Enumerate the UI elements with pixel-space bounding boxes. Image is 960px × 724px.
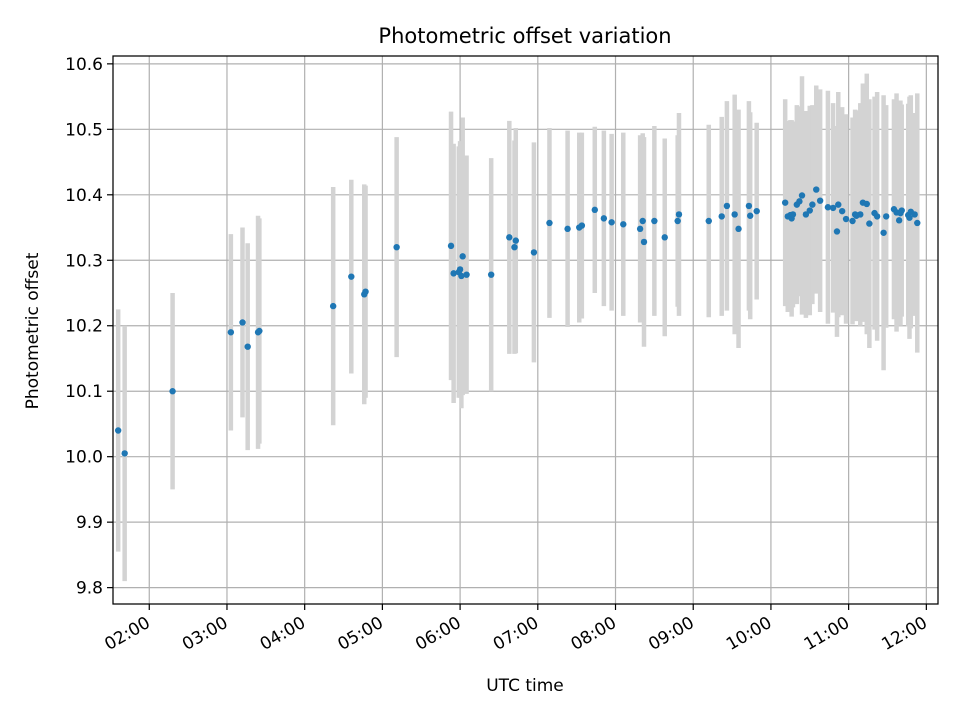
data-point [227,329,235,336]
data-point [914,219,921,227]
data-point [838,207,846,215]
data-point [880,229,887,236]
data-point [511,243,518,251]
plot-area-frame [112,55,939,605]
data-point [806,207,813,214]
data-point [675,211,683,218]
data-point [802,211,810,218]
data-point [121,450,128,457]
y-tick-label: 10.1 [65,382,103,402]
data-point [842,215,850,223]
data-point [747,212,754,219]
data-point [833,228,841,235]
data-point [114,427,122,434]
data-point [447,242,455,250]
data-point [456,266,464,273]
data-point [640,238,648,246]
data-point [393,243,400,251]
data-point [651,217,658,225]
data-point [463,271,470,278]
data-point [863,200,870,208]
data-point [835,201,842,208]
data-point [849,217,856,225]
data-point [169,388,176,395]
y-tick-label: 10.3 [65,251,103,271]
x-axis-label: UTC time [486,676,564,696]
y-tick-label: 10.5 [65,120,103,140]
data-point [796,198,803,205]
y-tick-label: 10.6 [65,55,103,75]
data-point [723,202,731,210]
data-point [816,197,824,204]
y-tick-label: 9.8 [76,579,103,599]
y-axis-label: Photometric offset [23,252,43,409]
data-point [487,271,495,278]
data-point [256,327,263,335]
data-points [114,186,921,457]
data-point [608,219,615,226]
data-point [824,204,832,211]
data-point [450,270,457,277]
data-point [809,201,816,208]
data-point [718,213,725,220]
data-point [564,225,571,233]
data-point [348,273,355,280]
data-point [906,214,913,221]
data-point [882,213,890,220]
data-point [530,249,538,256]
data-point [705,217,712,225]
data-point [781,199,789,206]
data-point [239,319,246,326]
data-point [857,211,864,218]
y-tick-label: 10.4 [65,186,103,206]
data-point [829,204,837,212]
data-point [244,343,251,350]
data-point [866,220,873,227]
data-point [512,237,519,244]
data-point [546,219,553,227]
data-point [731,211,738,218]
data-point [458,272,465,280]
data-point [329,302,337,310]
data-point [636,225,644,233]
data-point [591,206,598,214]
y-tick-label: 10.0 [65,448,103,468]
chart-title: Photometric offset variation [378,24,671,48]
data-point [661,234,668,241]
data-point [600,215,608,222]
data-point [620,221,627,228]
data-point [911,211,918,218]
data-point [813,186,820,193]
data-point [789,211,797,218]
data-point [459,253,466,260]
data-point [639,217,646,225]
data-point [578,222,586,229]
y-tick-label: 9.9 [76,513,103,533]
data-point [674,217,681,225]
y-tick-label: 10.2 [65,317,103,337]
data-point [735,225,742,233]
data-point [873,213,881,220]
data-point [753,207,760,215]
data-point [745,202,753,210]
data-point [506,234,513,241]
data-point [798,192,806,199]
data-point [362,288,369,295]
data-point [898,207,905,214]
data-point [895,217,903,224]
